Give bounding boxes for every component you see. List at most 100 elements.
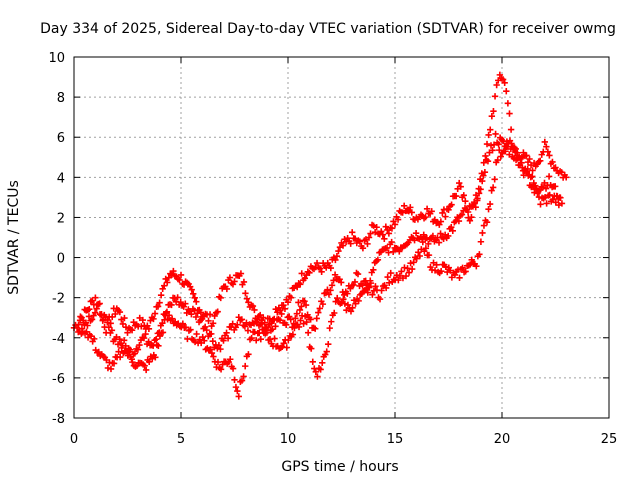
data-point-series-1 [287, 294, 295, 301]
data-point-series-1 [306, 269, 313, 276]
data-point-series-1 [332, 256, 339, 264]
x-tick-label: 20 [494, 432, 511, 447]
data-point-series-1 [391, 221, 399, 228]
y-tick-label: 2 [57, 211, 65, 226]
data-point-series-1 [206, 311, 214, 318]
data-point-series-2 [542, 185, 550, 192]
data-point-series-2 [374, 256, 382, 264]
data-point-series-3 [155, 342, 162, 349]
data-point-series-2 [140, 334, 148, 342]
data-point-series-3 [558, 200, 566, 207]
chart-title: Day 334 of 2025, Sidereal Day-to-day VTE… [40, 21, 616, 37]
data-point-series-3 [240, 373, 247, 380]
y-tick-label: -8 [52, 412, 65, 427]
data-point-series-3 [502, 148, 509, 155]
data-point-series-2 [312, 325, 319, 332]
data-point-series-1 [107, 320, 114, 327]
data-point-series-2 [261, 319, 268, 326]
data-point-series-3 [309, 358, 316, 366]
data-point-series-3 [280, 340, 287, 347]
data-point-series-1 [211, 312, 218, 320]
data-point-series-1 [138, 323, 145, 330]
data-point-series-3 [387, 269, 394, 277]
y-tick-label: -6 [52, 372, 65, 387]
data-point-series-2 [142, 330, 149, 338]
data-point-series-2 [293, 310, 301, 317]
data-point-series-3 [344, 301, 352, 309]
data-point-series-3 [227, 356, 234, 363]
data-point-series-3 [425, 251, 433, 259]
data-point-series-2 [551, 183, 559, 190]
data-point-series-3 [207, 346, 214, 353]
data-point-series-2 [328, 282, 336, 289]
data-point-series-3 [129, 358, 136, 366]
data-point-series-3 [259, 326, 266, 333]
data-point-series-1 [490, 108, 497, 115]
data-point-series-3 [532, 185, 540, 192]
data-point-series-3 [378, 287, 385, 294]
data-point-series-3 [191, 338, 199, 346]
data-point-series-1 [86, 306, 93, 313]
data-point-series-3 [476, 251, 483, 258]
data-point-series-3 [118, 344, 125, 352]
data-point-series-2 [159, 320, 166, 327]
data-point-series-3 [405, 269, 413, 276]
data-point-series-3 [234, 387, 241, 395]
data-point-series-3 [210, 353, 217, 360]
data-point-series-3 [341, 300, 349, 307]
data-point-series-2 [266, 321, 273, 328]
data-point-series-1 [154, 303, 162, 310]
data-point-series-3 [402, 272, 410, 280]
data-point-series-2 [209, 337, 216, 345]
data-point-series-3 [398, 268, 405, 275]
data-point-series-1 [245, 299, 252, 306]
data-point-series-3 [199, 333, 206, 341]
data-point-series-2 [272, 323, 279, 330]
data-point-series-2 [201, 323, 209, 331]
data-point-series-3 [384, 273, 391, 281]
data-point-series-3 [549, 196, 556, 203]
data-point-series-3 [251, 328, 258, 336]
data-point-series-1 [448, 201, 455, 208]
data-point-series-3 [517, 155, 524, 163]
data-point-series-2 [481, 168, 489, 176]
x-tick-label: 15 [387, 432, 404, 447]
data-point-series-1 [422, 213, 429, 221]
data-point-series-3 [231, 376, 238, 384]
data-point-series-3 [347, 308, 355, 315]
y-tick-label: 0 [57, 252, 65, 267]
data-point-series-1 [217, 294, 224, 302]
data-point-series-1 [237, 270, 245, 277]
y-tick-label: 8 [57, 91, 65, 106]
data-point-series-2 [298, 303, 305, 310]
data-point-series-2 [370, 266, 377, 273]
data-point-series-1 [400, 202, 408, 209]
data-point-series-3 [456, 274, 463, 282]
data-point-series-2 [307, 316, 314, 323]
data-point-series-1 [493, 81, 500, 89]
data-point-series-1 [122, 324, 130, 331]
data-point-series-3 [159, 329, 167, 336]
data-point-series-2 [116, 336, 123, 343]
data-point-series-3 [355, 297, 362, 305]
data-point-series-2 [203, 326, 210, 334]
y-tick-label: 6 [57, 131, 65, 146]
data-point-series-3 [479, 229, 486, 237]
data-point-series-1 [452, 192, 460, 200]
data-point-series-3 [104, 364, 112, 372]
data-point-series-3 [156, 332, 164, 340]
data-point-series-1 [168, 271, 176, 279]
data-point-series-3 [245, 351, 252, 358]
data-point-series-2 [292, 315, 299, 322]
data-point-series-2 [250, 320, 258, 327]
data-point-series-3 [328, 318, 335, 325]
data-point-series-3 [291, 324, 298, 332]
data-point-series-2 [475, 185, 482, 192]
data-point-series-1 [251, 306, 258, 314]
data-point-series-3 [525, 172, 532, 179]
data-point-series-3 [248, 334, 255, 342]
data-point-series-3 [126, 348, 133, 356]
data-point-series-3 [407, 259, 414, 267]
data-point-series-3 [494, 156, 501, 164]
